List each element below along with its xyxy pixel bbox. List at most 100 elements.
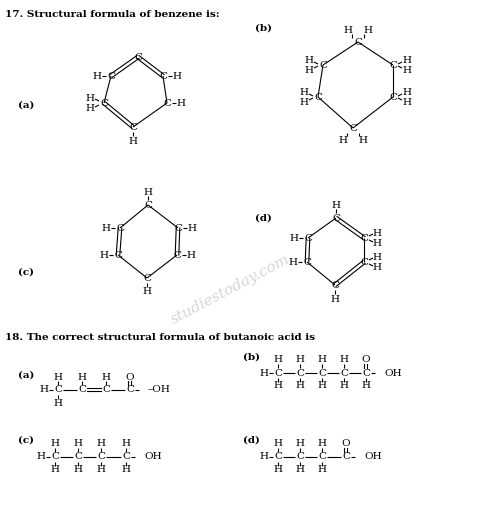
Text: H: H	[259, 368, 268, 378]
Text: H: H	[186, 250, 195, 260]
Text: C: C	[339, 368, 347, 378]
Text: H: H	[101, 373, 110, 382]
Text: H: H	[372, 228, 381, 238]
Text: C: C	[144, 200, 152, 210]
Text: C: C	[126, 385, 134, 394]
Text: H: H	[317, 382, 326, 390]
Text: H: H	[101, 223, 110, 233]
Text: C: C	[51, 453, 59, 461]
Text: H: H	[50, 439, 60, 449]
Text: H: H	[121, 439, 130, 449]
Text: H: H	[295, 382, 304, 390]
Text: –OH: –OH	[148, 385, 170, 394]
Text: C: C	[313, 92, 321, 102]
Text: C: C	[100, 99, 108, 107]
Text: C: C	[163, 99, 171, 107]
Text: C: C	[74, 453, 82, 461]
Text: H: H	[273, 356, 282, 364]
Text: H: H	[402, 87, 411, 97]
Text: C: C	[295, 368, 303, 378]
Text: H: H	[73, 439, 83, 449]
Text: H: H	[361, 382, 370, 390]
Text: C: C	[295, 453, 303, 461]
Text: H: H	[176, 99, 185, 107]
Text: C: C	[97, 453, 105, 461]
Text: H: H	[96, 466, 105, 475]
Text: C: C	[330, 281, 338, 290]
Text: C: C	[348, 124, 356, 132]
Text: H: H	[304, 56, 313, 64]
Text: C: C	[159, 72, 167, 81]
Text: H: H	[304, 65, 313, 75]
Text: C: C	[341, 453, 349, 461]
Text: C: C	[134, 53, 142, 61]
Text: C: C	[274, 368, 281, 378]
Text: (b): (b)	[254, 24, 271, 33]
Text: C: C	[331, 214, 339, 222]
Text: C: C	[173, 250, 180, 260]
Text: O: O	[125, 373, 134, 382]
Text: H: H	[85, 94, 94, 103]
Text: (a): (a)	[18, 101, 34, 109]
Text: C: C	[318, 60, 326, 69]
Text: H: H	[358, 135, 367, 145]
Text: H: H	[36, 453, 46, 461]
Text: (c): (c)	[18, 435, 34, 445]
Text: (a): (a)	[18, 370, 34, 380]
Text: H: H	[295, 439, 304, 449]
Text: H: H	[295, 466, 304, 475]
Text: H: H	[172, 72, 181, 81]
Text: C: C	[302, 258, 311, 267]
Text: C: C	[388, 92, 396, 102]
Text: C: C	[353, 37, 361, 47]
Text: C: C	[143, 273, 151, 283]
Text: H: H	[273, 439, 282, 449]
Text: H: H	[53, 399, 62, 407]
Text: H: H	[96, 439, 105, 449]
Text: H: H	[317, 439, 326, 449]
Text: H: H	[330, 294, 339, 304]
Text: H: H	[299, 98, 308, 106]
Text: C: C	[317, 453, 325, 461]
Text: OH: OH	[363, 453, 381, 461]
Text: H: H	[143, 188, 152, 197]
Text: H: H	[339, 356, 348, 364]
Text: C: C	[388, 60, 396, 69]
Text: (c): (c)	[18, 267, 34, 276]
Text: H: H	[187, 223, 196, 233]
Text: H: H	[299, 87, 308, 97]
Text: C: C	[359, 258, 367, 267]
Text: H: H	[128, 136, 137, 146]
Text: H: H	[317, 466, 326, 475]
Text: C: C	[54, 385, 62, 394]
Text: O: O	[341, 439, 349, 449]
Text: H: H	[343, 26, 352, 35]
Text: H: H	[39, 385, 48, 394]
Text: H: H	[99, 250, 108, 260]
Text: H: H	[121, 466, 130, 475]
Text: H: H	[363, 26, 372, 35]
Text: H: H	[339, 382, 348, 390]
Text: H: H	[372, 263, 381, 271]
Text: OH: OH	[383, 368, 401, 378]
Text: C: C	[274, 453, 281, 461]
Text: H: H	[73, 466, 83, 475]
Text: H: H	[402, 98, 411, 106]
Text: C: C	[129, 123, 137, 131]
Text: H: H	[50, 466, 60, 475]
Text: 17. Structural formula of benzene is:: 17. Structural formula of benzene is:	[5, 10, 219, 19]
Text: H: H	[77, 373, 86, 382]
Text: C: C	[102, 385, 110, 394]
Text: H: H	[273, 382, 282, 390]
Text: H: H	[142, 288, 151, 296]
Text: H: H	[402, 65, 411, 75]
Text: H: H	[295, 356, 304, 364]
Text: (d): (d)	[242, 435, 259, 445]
Text: H: H	[402, 56, 411, 64]
Text: H: H	[288, 258, 297, 267]
Text: H: H	[331, 200, 340, 210]
Text: H: H	[317, 356, 326, 364]
Text: H: H	[372, 239, 381, 247]
Text: C: C	[359, 234, 367, 243]
Text: OH: OH	[144, 453, 161, 461]
